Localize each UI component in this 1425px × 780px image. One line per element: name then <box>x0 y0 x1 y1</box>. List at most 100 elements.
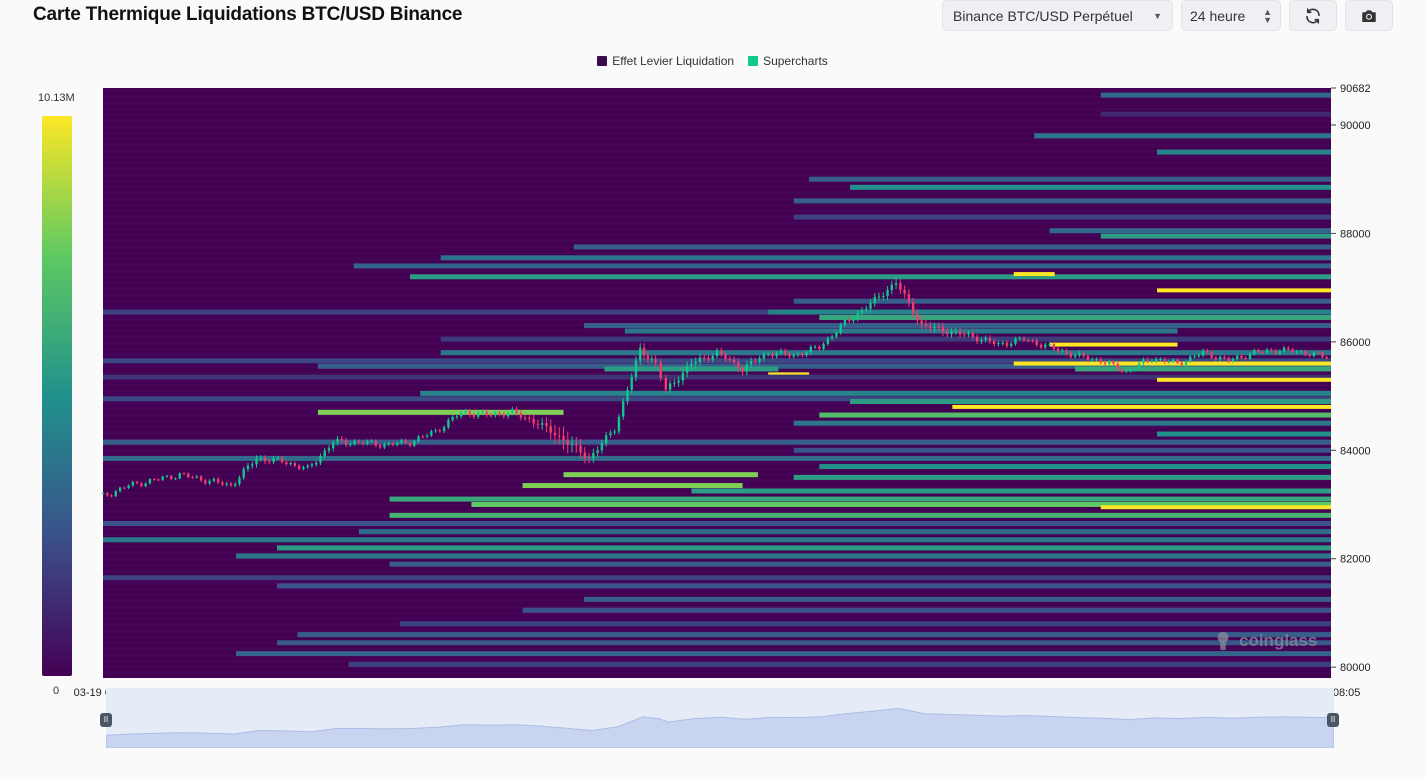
price-candle <box>937 326 940 328</box>
price-candle <box>434 430 437 432</box>
liquidation-level <box>1100 92 1331 98</box>
price-candle <box>1027 340 1030 342</box>
price-candle <box>1197 355 1200 357</box>
price-candle <box>1052 344 1056 349</box>
price-candle <box>954 331 957 333</box>
price-candle <box>975 336 979 342</box>
liquidation-level <box>471 502 1331 508</box>
liquidation-level <box>103 537 1331 543</box>
price-candle <box>1091 359 1094 361</box>
price-candle <box>349 443 352 445</box>
price-candle <box>387 443 390 445</box>
price-candle <box>263 458 267 462</box>
price-candle <box>1184 361 1188 365</box>
legend-swatch-supercharts <box>748 56 759 66</box>
liquidation-level <box>1034 133 1331 139</box>
price-candle <box>877 296 881 298</box>
price-candle <box>1218 356 1222 360</box>
price-candle <box>642 347 646 356</box>
price-candle <box>468 411 471 416</box>
price-candle <box>170 475 173 480</box>
price-candle <box>259 458 262 460</box>
price-candle <box>762 354 766 359</box>
legend-label-supercharts: Supercharts <box>763 54 828 68</box>
price-candle <box>455 416 459 418</box>
price-candle <box>737 362 740 369</box>
price-candle <box>592 453 595 459</box>
liquidation-level <box>850 184 1331 190</box>
liquidation-level <box>1100 505 1331 510</box>
liquidation-level <box>440 336 1331 342</box>
liquidation-level <box>624 328 1178 334</box>
price-candle <box>600 443 604 451</box>
price-candle <box>1172 359 1175 362</box>
liquidation-level <box>583 323 1331 329</box>
price-candle <box>370 440 373 442</box>
y-axis-tick-label: 80000 <box>1340 662 1371 674</box>
price-candle <box>144 483 147 487</box>
price-candle <box>788 354 791 357</box>
price-candle <box>1095 359 1098 361</box>
colorbar-min-label: 0 <box>53 685 60 697</box>
liquidation-level <box>1049 228 1331 234</box>
legend-item-supercharts[interactable]: Supercharts <box>748 54 828 68</box>
liquidation-level <box>819 464 1331 470</box>
price-candle <box>1056 348 1060 352</box>
price-candle <box>1201 350 1205 356</box>
price-candle <box>622 401 625 417</box>
watermark: coinglass <box>1212 630 1317 652</box>
liquidation-level <box>809 176 1331 182</box>
price-candle <box>899 283 902 290</box>
price-candle <box>801 353 804 356</box>
price-candle <box>127 485 130 488</box>
price-candle <box>1048 344 1051 346</box>
price-candle <box>843 319 847 325</box>
price-candle <box>1248 353 1252 359</box>
price-candle <box>980 339 983 342</box>
price-candle <box>280 457 284 463</box>
price-candle <box>992 341 996 344</box>
time-navigator[interactable] <box>106 688 1334 748</box>
price-candle <box>255 458 258 465</box>
price-candle <box>140 483 143 487</box>
pair-select[interactable]: Binance BTC/USD Perpétuel ▼ <box>942 0 1173 31</box>
price-candle <box>417 436 420 442</box>
price-candle <box>242 468 245 478</box>
price-candle <box>1236 355 1239 359</box>
price-candle <box>646 355 650 360</box>
legend-item-liquidation[interactable]: Effet Levier Liquidation <box>597 54 734 68</box>
price-candle <box>848 319 851 321</box>
range-select[interactable]: 24 heure ▲ ▼ <box>1181 0 1281 31</box>
price-candle <box>404 440 407 443</box>
liquidation-level <box>1157 431 1331 437</box>
price-candle <box>830 336 834 339</box>
price-candle <box>958 331 962 335</box>
price-candle <box>391 443 395 445</box>
liquidation-level <box>276 640 1331 646</box>
price-candle <box>118 487 122 492</box>
price-candle <box>1223 356 1226 358</box>
liquidation-level <box>793 298 1331 304</box>
price-candle <box>749 361 753 365</box>
price-candle <box>413 441 416 446</box>
refresh-button[interactable] <box>1289 0 1337 31</box>
navigator-right-handle[interactable]: II <box>1327 713 1339 727</box>
price-candle <box>741 368 744 372</box>
screenshot-button[interactable] <box>1345 0 1393 31</box>
price-candle <box>1163 359 1166 363</box>
liquidation-level <box>1157 288 1331 293</box>
navigator-left-handle[interactable]: II <box>100 713 112 727</box>
price-candle <box>123 487 126 489</box>
price-candle <box>971 333 975 337</box>
price-candle <box>246 465 250 469</box>
liquidation-level <box>103 520 1331 526</box>
price-candle <box>481 411 484 414</box>
price-candle <box>1005 342 1009 346</box>
liquidation-level <box>952 404 1331 409</box>
price-candle <box>178 473 181 479</box>
price-candle <box>609 432 612 436</box>
price-candle <box>310 464 314 466</box>
liquidation-level <box>1100 233 1331 239</box>
price-candle <box>511 409 514 414</box>
price-candle <box>1142 359 1145 364</box>
